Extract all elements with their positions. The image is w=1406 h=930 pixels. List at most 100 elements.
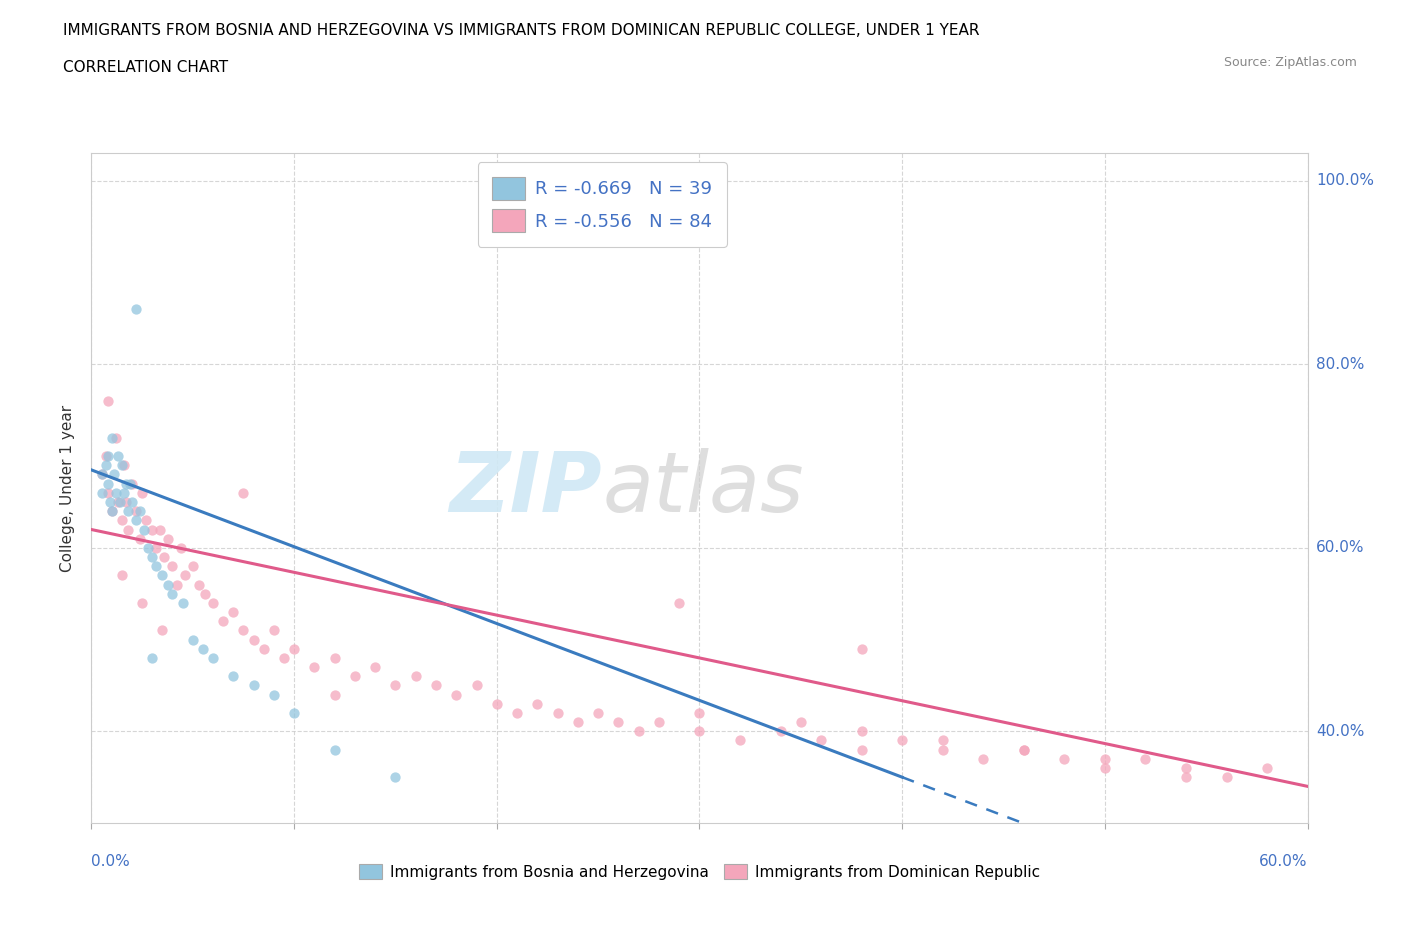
- Point: [931, 733, 953, 748]
- Point: [103, 467, 125, 482]
- Point: [425, 678, 447, 693]
- Point: [364, 659, 387, 674]
- Point: [141, 522, 163, 537]
- Point: [135, 513, 157, 528]
- Point: [112, 485, 135, 500]
- Point: [232, 485, 254, 500]
- Point: [100, 504, 122, 519]
- Point: [107, 495, 129, 510]
- Point: [728, 733, 751, 748]
- Point: [769, 724, 792, 738]
- Point: [323, 650, 346, 665]
- Point: [607, 715, 630, 730]
- Point: [90, 467, 112, 482]
- Point: [891, 733, 914, 748]
- Point: [790, 715, 813, 730]
- Point: [263, 623, 285, 638]
- Point: [506, 706, 529, 721]
- Text: 40.0%: 40.0%: [1316, 724, 1364, 738]
- Point: [131, 595, 153, 610]
- Point: [149, 522, 172, 537]
- Point: [384, 678, 406, 693]
- Point: [181, 559, 204, 574]
- Point: [194, 586, 217, 601]
- Point: [1215, 770, 1237, 785]
- Point: [121, 476, 143, 491]
- Y-axis label: College, Under 1 year: College, Under 1 year: [60, 405, 76, 572]
- Point: [132, 522, 155, 537]
- Point: [323, 742, 346, 757]
- Point: [162, 559, 184, 574]
- Point: [166, 578, 188, 592]
- Point: [323, 687, 346, 702]
- Point: [627, 724, 650, 738]
- Point: [1175, 770, 1198, 785]
- Point: [117, 504, 139, 519]
- Point: [111, 568, 134, 583]
- Point: [273, 650, 295, 665]
- Point: [242, 678, 264, 693]
- Text: atlas: atlas: [602, 447, 804, 529]
- Point: [202, 650, 225, 665]
- Text: 100.0%: 100.0%: [1316, 174, 1374, 189]
- Point: [141, 650, 163, 665]
- Legend: Immigrants from Bosnia and Herzegovina, Immigrants from Dominican Republic: Immigrants from Bosnia and Herzegovina, …: [353, 857, 1046, 885]
- Point: [668, 595, 690, 610]
- Point: [384, 770, 406, 785]
- Point: [115, 495, 138, 510]
- Text: 0.0%: 0.0%: [91, 854, 131, 869]
- Text: IMMIGRANTS FROM BOSNIA AND HERZEGOVINA VS IMMIGRANTS FROM DOMINICAN REPUBLIC COL: IMMIGRANTS FROM BOSNIA AND HERZEGOVINA V…: [63, 23, 980, 38]
- Point: [1256, 761, 1278, 776]
- Point: [97, 448, 120, 463]
- Point: [94, 458, 117, 472]
- Point: [157, 531, 180, 546]
- Point: [111, 513, 134, 528]
- Point: [283, 706, 305, 721]
- Point: [136, 540, 159, 555]
- Point: [972, 751, 994, 766]
- Point: [444, 687, 467, 702]
- Point: [97, 485, 120, 500]
- Point: [104, 485, 127, 500]
- Point: [111, 458, 134, 472]
- Point: [648, 715, 671, 730]
- Point: [343, 669, 366, 684]
- Point: [121, 495, 143, 510]
- Point: [526, 697, 548, 711]
- Text: 60.0%: 60.0%: [1260, 854, 1308, 869]
- Point: [1175, 761, 1198, 776]
- Point: [1012, 742, 1035, 757]
- Point: [125, 302, 148, 317]
- Text: 80.0%: 80.0%: [1316, 357, 1364, 372]
- Point: [1135, 751, 1157, 766]
- Point: [169, 540, 191, 555]
- Point: [145, 540, 167, 555]
- Point: [141, 550, 163, 565]
- Point: [125, 513, 148, 528]
- Point: [242, 632, 264, 647]
- Point: [162, 586, 184, 601]
- Point: [125, 504, 148, 519]
- Text: CORRELATION CHART: CORRELATION CHART: [63, 60, 228, 75]
- Point: [98, 495, 121, 510]
- Point: [567, 715, 589, 730]
- Point: [145, 559, 167, 574]
- Point: [851, 742, 873, 757]
- Point: [547, 706, 569, 721]
- Point: [129, 504, 152, 519]
- Point: [172, 595, 194, 610]
- Point: [150, 568, 173, 583]
- Point: [202, 595, 225, 610]
- Point: [90, 485, 112, 500]
- Point: [90, 467, 112, 482]
- Point: [187, 578, 209, 592]
- Point: [1094, 751, 1116, 766]
- Point: [405, 669, 427, 684]
- Point: [253, 642, 276, 657]
- Point: [112, 458, 135, 472]
- Point: [1053, 751, 1076, 766]
- Point: [851, 642, 873, 657]
- Text: Source: ZipAtlas.com: Source: ZipAtlas.com: [1223, 56, 1357, 69]
- Point: [810, 733, 832, 748]
- Point: [118, 476, 141, 491]
